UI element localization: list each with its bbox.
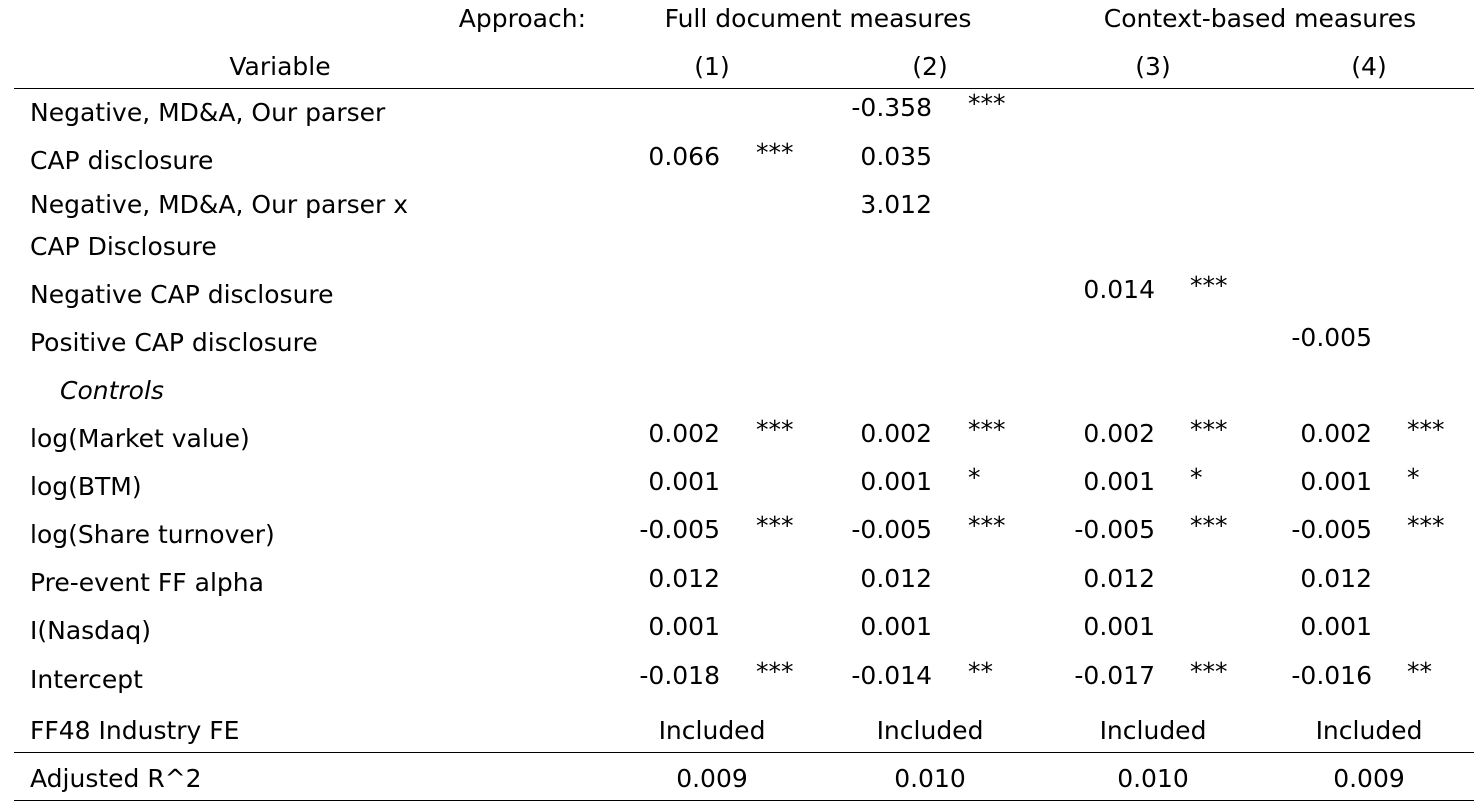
group-header-full-document: Full document measures — [664, 4, 972, 33]
bottom-rule — [14, 800, 1474, 801]
significance-stars: ** — [1407, 657, 1432, 686]
r2-value-3: 0.010 — [1117, 764, 1189, 793]
group-header-context-based: Context-based measures — [1103, 4, 1417, 33]
col-header-1: (1) — [694, 52, 730, 81]
coef-value: 0.002 — [1300, 419, 1372, 448]
row-label: I(Nasdaq) — [30, 616, 151, 645]
row-label: log(BTM) — [30, 472, 142, 501]
col-header-2: (2) — [912, 52, 948, 81]
coef-value: 0.035 — [860, 142, 932, 171]
col-header-4: (4) — [1351, 52, 1387, 81]
row-label: log(Share turnover) — [30, 520, 275, 549]
coef-value: 0.012 — [1300, 564, 1372, 593]
fe-value-1: Included — [658, 716, 766, 745]
coef-value: -0.005 — [639, 515, 720, 544]
r2-value-1: 0.009 — [676, 764, 748, 793]
coef-value: 0.012 — [648, 564, 720, 593]
coef-value: -0.016 — [1291, 661, 1372, 690]
coef-value: 0.001 — [648, 612, 720, 641]
r2-row-label: Adjusted R^2 — [30, 764, 202, 793]
fe-row-label: FF48 Industry FE — [30, 716, 240, 745]
significance-stars: *** — [1407, 511, 1445, 540]
coef-value: 0.002 — [648, 419, 720, 448]
significance-stars: * — [1190, 463, 1203, 492]
coef-value: 3.012 — [860, 190, 932, 219]
row-label: CAP Disclosure — [30, 232, 217, 261]
col-header-3: (3) — [1135, 52, 1171, 81]
coef-value: -0.005 — [1074, 515, 1155, 544]
row-label: Negative, MD&A, Our parser x — [30, 190, 409, 219]
significance-stars: *** — [1190, 511, 1228, 540]
row-label: Positive CAP disclosure — [30, 328, 318, 357]
row-label: Pre-event FF alpha — [30, 568, 264, 597]
coef-value: 0.001 — [1083, 612, 1155, 641]
r2-value-4: 0.009 — [1333, 764, 1405, 793]
row-label: Controls — [60, 376, 164, 405]
header-rule — [14, 88, 1474, 89]
approach-label: Approach: — [458, 4, 586, 33]
significance-stars: *** — [756, 415, 794, 444]
coef-value: 0.002 — [1083, 419, 1155, 448]
row-label: Intercept — [30, 665, 143, 694]
significance-stars: *** — [756, 511, 794, 540]
row-label: Negative, MD&A, Our parser — [30, 98, 386, 127]
significance-stars: *** — [1190, 415, 1228, 444]
coef-value: -0.005 — [1291, 323, 1372, 352]
coef-value: 0.001 — [1083, 467, 1155, 496]
fe-value-3: Included — [1099, 716, 1207, 745]
coef-value: 0.001 — [648, 467, 720, 496]
coef-value: -0.005 — [1291, 515, 1372, 544]
coef-value: 0.066 — [648, 142, 720, 171]
row-label: CAP disclosure — [30, 146, 214, 175]
fe-value-4: Included — [1315, 716, 1423, 745]
significance-stars: *** — [756, 138, 794, 167]
r2-value-2: 0.010 — [894, 764, 966, 793]
variable-header: Variable — [229, 52, 331, 81]
significance-stars: *** — [1190, 657, 1228, 686]
coef-value: -0.014 — [851, 661, 932, 690]
significance-stars: *** — [968, 415, 1006, 444]
coef-value: 0.012 — [1083, 564, 1155, 593]
significance-stars: *** — [968, 89, 1006, 118]
coef-value: -0.005 — [851, 515, 932, 544]
coef-value: -0.018 — [639, 661, 720, 690]
significance-stars: *** — [756, 657, 794, 686]
significance-stars: ** — [968, 657, 993, 686]
coef-value: 0.001 — [1300, 467, 1372, 496]
r2-rule — [14, 752, 1474, 753]
significance-stars: *** — [1190, 271, 1228, 300]
coef-value: 0.001 — [1300, 612, 1372, 641]
coef-value: -0.358 — [851, 93, 932, 122]
significance-stars: *** — [1407, 415, 1445, 444]
row-label: log(Market value) — [30, 424, 250, 453]
coef-value: 0.001 — [860, 467, 932, 496]
fe-value-2: Included — [876, 716, 984, 745]
coef-value: 0.012 — [860, 564, 932, 593]
coef-value: 0.002 — [860, 419, 932, 448]
significance-stars: *** — [968, 511, 1006, 540]
significance-stars: * — [1407, 463, 1420, 492]
coef-value: -0.017 — [1074, 661, 1155, 690]
row-label: Negative CAP disclosure — [30, 280, 334, 309]
coef-value: 0.014 — [1083, 275, 1155, 304]
significance-stars: * — [968, 463, 981, 492]
coef-value: 0.001 — [860, 612, 932, 641]
